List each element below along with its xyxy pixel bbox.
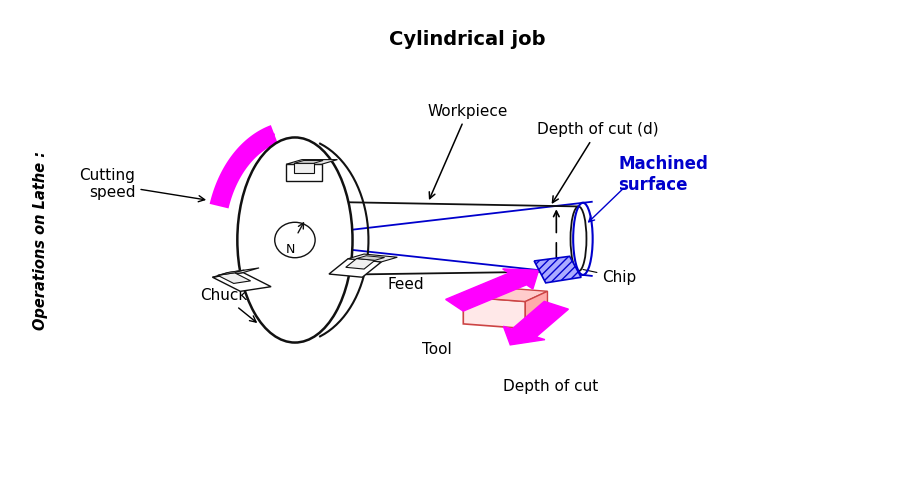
Polygon shape (286, 164, 321, 180)
Polygon shape (294, 160, 323, 163)
Polygon shape (212, 273, 271, 291)
Text: Cylindrical job: Cylindrical job (390, 30, 546, 49)
Text: Cutting
speed: Cutting speed (79, 168, 204, 202)
Ellipse shape (274, 222, 315, 258)
Polygon shape (294, 163, 313, 173)
Text: N: N (286, 243, 295, 256)
FancyArrow shape (446, 269, 538, 311)
Ellipse shape (238, 137, 353, 343)
Polygon shape (526, 291, 547, 329)
Polygon shape (464, 297, 526, 329)
Polygon shape (346, 259, 375, 269)
Text: Tool: Tool (421, 342, 452, 357)
Polygon shape (356, 256, 384, 260)
Text: Machined
surface: Machined surface (618, 156, 708, 194)
Polygon shape (212, 268, 259, 277)
Text: Depth of cut: Depth of cut (503, 379, 598, 395)
Polygon shape (218, 273, 250, 283)
Polygon shape (348, 254, 397, 262)
Polygon shape (218, 270, 244, 276)
Text: Workpiece: Workpiece (428, 104, 508, 199)
Text: Feed: Feed (388, 277, 425, 292)
Polygon shape (535, 256, 581, 283)
Text: Operations on Lathe :: Operations on Lathe : (33, 150, 48, 330)
Ellipse shape (571, 206, 587, 271)
Polygon shape (464, 287, 547, 301)
Text: Chip: Chip (583, 269, 636, 285)
Polygon shape (286, 159, 338, 164)
Text: Chuck: Chuck (200, 288, 256, 322)
Polygon shape (329, 259, 382, 277)
Text: Depth of cut (d): Depth of cut (d) (536, 122, 659, 203)
FancyArrow shape (503, 301, 569, 345)
